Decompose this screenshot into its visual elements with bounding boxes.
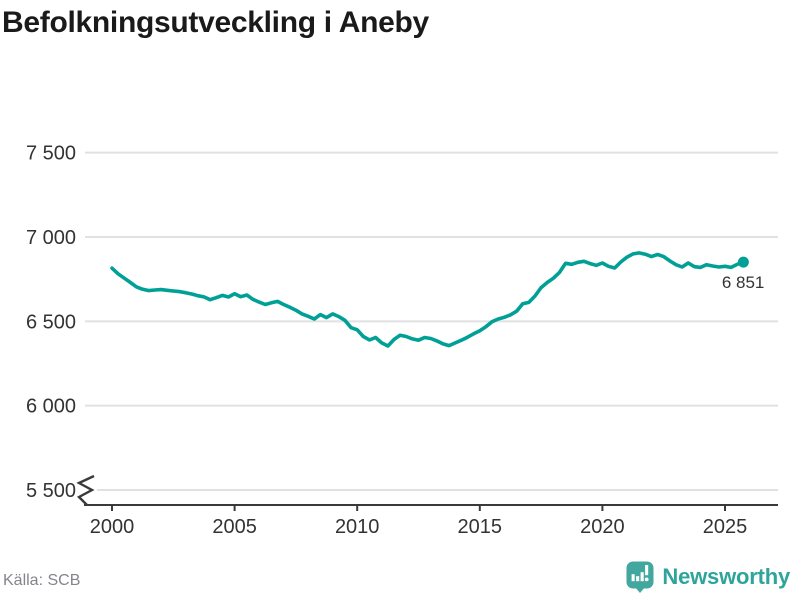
x-axis: 2000 2005 2010 2015 2020 2025	[84, 504, 778, 538]
population-line	[110, 251, 746, 348]
y-axis-labels: 5 500 6 000 6 500 7 000 7 500	[26, 143, 76, 502]
source-label: Källa: SCB	[3, 572, 81, 589]
y-tick-label: 5 500	[26, 480, 76, 502]
x-tick-label: 2015	[458, 516, 503, 538]
x-tick-label: 2010	[335, 516, 380, 538]
x-tick-label: 2020	[580, 516, 625, 538]
y-tick-label: 7 500	[26, 143, 76, 165]
y-tick-label: 6 500	[26, 311, 76, 333]
last-value-label: 6 851	[722, 273, 765, 292]
newsworthy-icon	[626, 561, 654, 593]
brand-logo: Newsworthy	[625, 560, 790, 594]
last-point-marker	[737, 256, 749, 268]
brand-name: Newsworthy	[662, 564, 790, 589]
x-tick-label: 2025	[703, 516, 748, 538]
x-tick-label: 2005	[212, 516, 257, 538]
gridlines	[85, 151, 778, 491]
y-tick-label: 6 000	[26, 396, 76, 418]
axis-break-icon	[76, 474, 95, 506]
population-series: 6 851	[110, 251, 765, 348]
y-tick-label: 7 000	[26, 227, 76, 249]
chart-title: Befolkningsutveckling i Aneby	[2, 6, 429, 39]
x-tick-label: 2000	[90, 516, 135, 538]
